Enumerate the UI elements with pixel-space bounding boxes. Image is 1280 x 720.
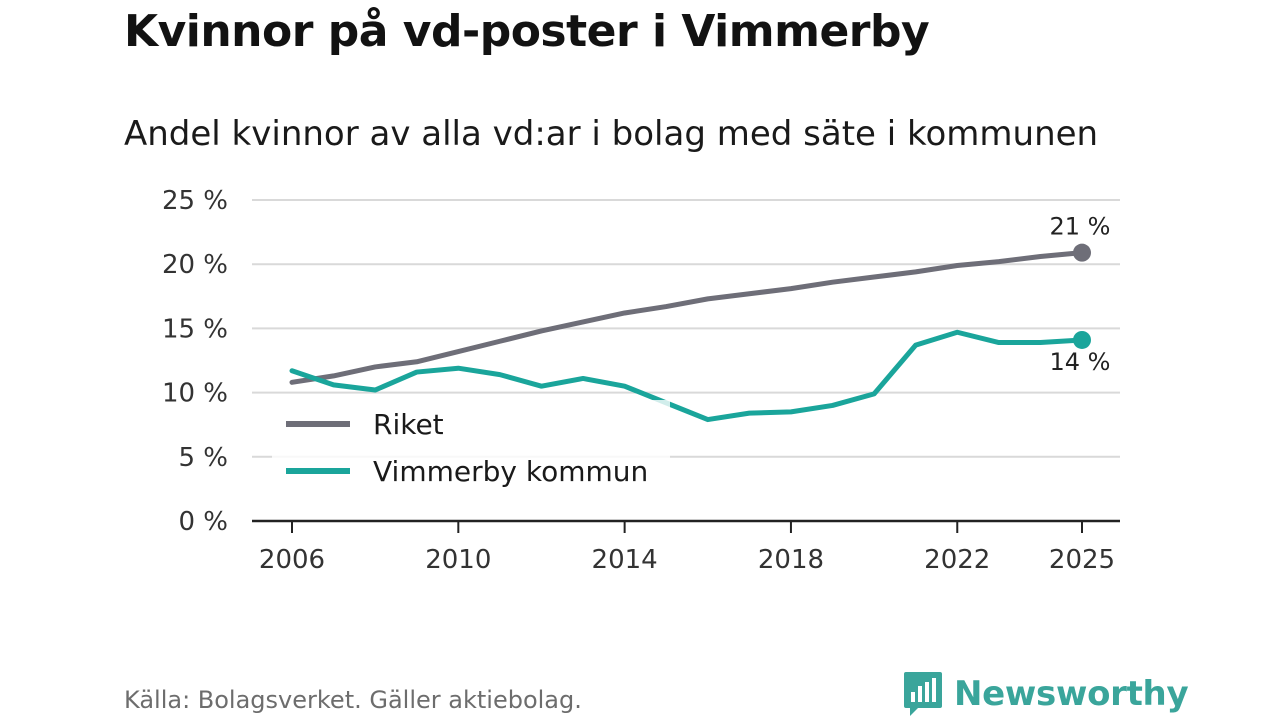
x-tick-label: 2025 [1049, 545, 1115, 575]
y-tick-label: 5 % [178, 443, 228, 473]
chart-subtitle: Andel kvinnor av alla vd:ar i bolag med … [124, 114, 1099, 154]
end-marker-riket [1073, 243, 1091, 262]
y-tick-label: 10 % [162, 379, 228, 409]
end-label-riket: 21 % [1050, 213, 1111, 241]
y-tick-label: 15 % [162, 314, 228, 344]
y-tick-label: 25 % [162, 186, 228, 216]
x-axis-ticks: 2006 2010 2014 2018 2022 2025 [252, 519, 1120, 575]
legend-label-vimmerby: Vimmerby kommun [373, 455, 648, 488]
newsworthy-logo-icon [904, 672, 942, 716]
x-tick-label: 2022 [924, 545, 990, 575]
legend-background [272, 400, 670, 500]
legend-label-riket: Riket [373, 408, 444, 441]
x-tick-label: 2018 [758, 545, 824, 575]
series-lines [289, 243, 1091, 423]
x-tick-label: 2014 [592, 545, 658, 575]
x-tick-label: 2010 [425, 545, 491, 575]
brand-logo: Newsworthy [902, 670, 1189, 718]
chart-title: Kvinnor på vd-poster i Vimmerby [124, 6, 930, 57]
end-label-vimmerby: 14 % [1050, 348, 1111, 376]
end-labels: 21 % 14 % [1050, 213, 1111, 376]
series-line-riket [289, 250, 1085, 385]
y-tick-label: 20 % [162, 250, 228, 280]
x-tick-label: 2006 [259, 545, 325, 575]
end-marker-vimmerby [1073, 330, 1091, 349]
line-chart: 0 %5 %10 %15 %20 %25 % 2006 2010 2014 2018 2… [162, 186, 1120, 575]
series-line-vimmerby [289, 329, 1085, 423]
y-tick-label: 0 % [178, 507, 228, 537]
brand-name: Newsworthy [954, 674, 1189, 714]
y-axis-ticks: 0 % 5 % 10 % 15 % 20 % 25 % [162, 186, 228, 537]
legend: Riket Vimmerby kommun [272, 400, 670, 500]
source-note: Källa: Bolagsverket. Gäller aktiebolag. [124, 686, 582, 714]
